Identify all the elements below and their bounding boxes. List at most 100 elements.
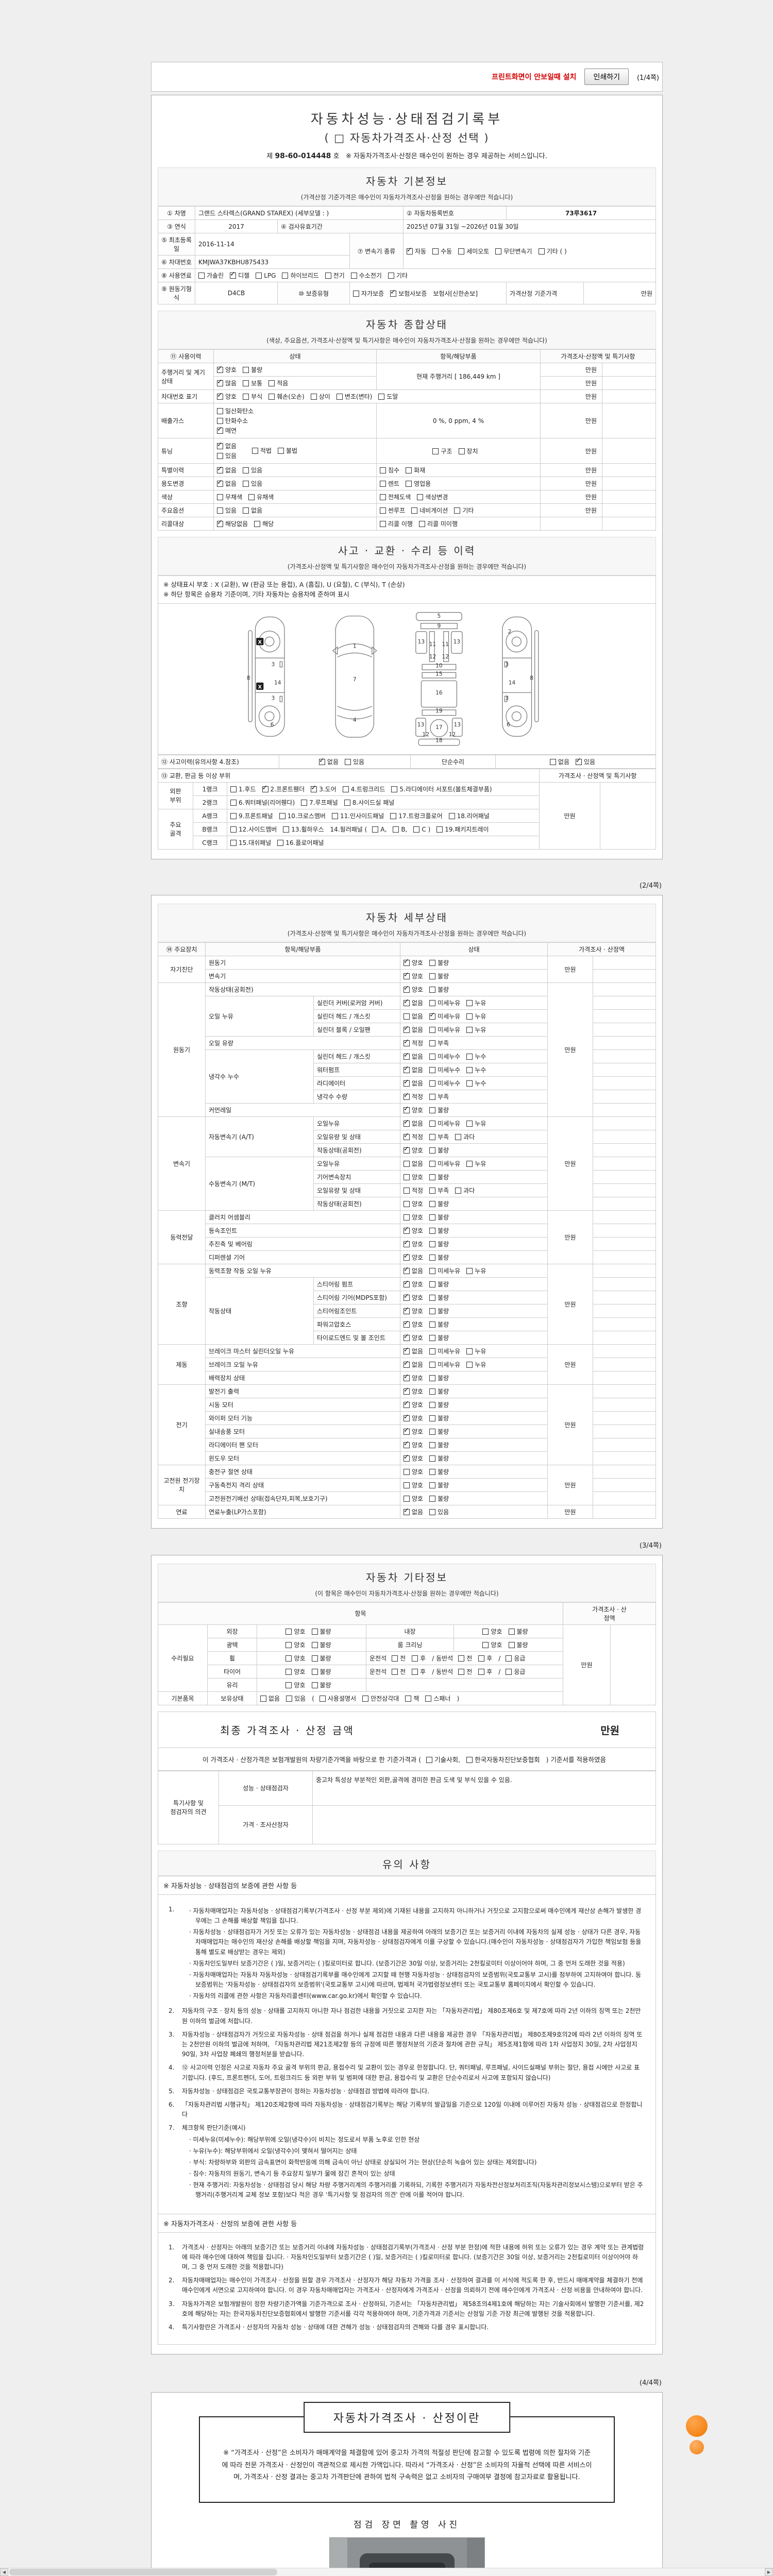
- checkbox-option[interactable]: 누수: [466, 1052, 486, 1061]
- checkbox-option[interactable]: 적법: [251, 446, 272, 455]
- checkbox-option[interactable]: 훼손(오손): [268, 392, 305, 401]
- checkbox-unchecked-icon[interactable]: [393, 826, 399, 833]
- checkbox-unchecked-icon[interactable]: [429, 1375, 436, 1381]
- checkbox-option[interactable]: 적음: [268, 379, 288, 387]
- checkbox-option[interactable]: 양호: [404, 1400, 423, 1409]
- checkbox-option[interactable]: 3.도어: [311, 784, 337, 793]
- checkbox-option[interactable]: 렌트: [380, 479, 399, 488]
- checkbox-option[interactable]: 양호: [404, 1252, 423, 1262]
- checkbox-option[interactable]: 미세누수: [429, 1065, 460, 1074]
- checkbox-option[interactable]: 10.크로스멤버: [279, 811, 326, 820]
- checkbox-option[interactable]: 양호: [404, 1293, 423, 1302]
- checkbox-unchecked-icon[interactable]: [353, 290, 359, 297]
- checkbox-option[interactable]: 안전삼각대: [362, 1694, 399, 1703]
- checkbox-unchecked-icon[interactable]: [425, 1695, 432, 1702]
- checkbox-option[interactable]: 양호: [285, 1654, 306, 1663]
- checkbox-option[interactable]: 가솔린: [198, 271, 224, 280]
- checkbox-unchecked-icon[interactable]: [466, 1080, 473, 1087]
- checkbox-option[interactable]: 미세누수: [429, 1079, 460, 1088]
- checkbox-option[interactable]: 누유: [466, 1360, 486, 1369]
- checkbox-checked-icon[interactable]: [404, 1400, 410, 1408]
- checkbox-option[interactable]: 무단변속기: [495, 247, 532, 256]
- checkbox-unchecked-icon[interactable]: [455, 1133, 462, 1140]
- checkbox-unchecked-icon[interactable]: [429, 1495, 436, 1502]
- checkbox-unchecked-icon[interactable]: [342, 786, 349, 792]
- checkbox-unchecked-icon[interactable]: [254, 521, 261, 527]
- checkbox-option[interactable]: 불량: [429, 958, 449, 967]
- checkbox-option[interactable]: 한국자동차진단보증협회: [466, 1754, 540, 1764]
- checkbox-checked-icon[interactable]: [404, 1346, 410, 1354]
- checkbox-option[interactable]: 불량: [429, 1307, 449, 1315]
- floating-badge-icon[interactable]: [686, 2415, 708, 2437]
- checkbox-option[interactable]: 미세누유: [429, 1159, 460, 1168]
- checkbox-unchecked-icon[interactable]: [432, 448, 439, 454]
- checkbox-option[interactable]: 불량: [508, 1627, 528, 1636]
- checkbox-unchecked-icon[interactable]: [495, 248, 502, 255]
- checkbox-checked-icon[interactable]: [404, 1293, 410, 1301]
- checkbox-option[interactable]: 양호: [285, 1667, 306, 1676]
- checkbox-option[interactable]: 불량: [429, 1427, 449, 1436]
- checkbox-unchecked-icon[interactable]: [429, 986, 436, 993]
- checkbox-option[interactable]: 매연: [217, 426, 373, 435]
- checkbox-unchecked-icon[interactable]: [311, 1682, 318, 1688]
- checkbox-option[interactable]: 적정: [404, 1092, 423, 1101]
- checkbox-option[interactable]: 보험사보증: [390, 289, 427, 298]
- checkbox-unchecked-icon[interactable]: [411, 507, 418, 514]
- checkbox-unchecked-icon[interactable]: [426, 1756, 433, 1763]
- checkbox-option[interactable]: 불량: [429, 1106, 449, 1114]
- checkbox-option[interactable]: 7.루프패널: [301, 798, 338, 807]
- checkbox-option[interactable]: B,: [393, 826, 407, 833]
- checkbox-option[interactable]: 13.휠하우스: [283, 825, 324, 834]
- checkbox-unchecked-icon[interactable]: [458, 448, 465, 454]
- checkbox-unchecked-icon[interactable]: [331, 812, 338, 819]
- checkbox-unchecked-icon[interactable]: [285, 1668, 292, 1675]
- checkbox-unchecked-icon[interactable]: [466, 999, 473, 1006]
- checkbox-unchecked-icon[interactable]: [345, 758, 351, 765]
- checkbox-option[interactable]: 적정: [404, 1132, 423, 1141]
- checkbox-option[interactable]: 후: [478, 1667, 492, 1676]
- checkbox-option[interactable]: 기타: [454, 506, 474, 515]
- checkbox-unchecked-icon[interactable]: [482, 1628, 489, 1635]
- checkbox-option[interactable]: 양호: [404, 1199, 423, 1208]
- checkbox-unchecked-icon[interactable]: [311, 1668, 318, 1675]
- checkbox-unchecked-icon[interactable]: [429, 1040, 436, 1046]
- checkbox-unchecked-icon[interactable]: [429, 1348, 436, 1354]
- checkbox-option[interactable]: 후: [412, 1654, 426, 1663]
- checkbox-unchecked-icon[interactable]: [417, 494, 424, 500]
- checkbox-option[interactable]: 상이: [310, 392, 330, 401]
- checkbox-option[interactable]: 양호: [404, 1467, 423, 1476]
- checkbox-checked-icon[interactable]: [576, 757, 582, 765]
- checkbox-option[interactable]: 누수: [466, 1079, 486, 1088]
- checkbox-unchecked-icon[interactable]: [282, 273, 289, 279]
- checkbox-unchecked-icon[interactable]: [549, 758, 556, 765]
- checkbox-unchecked-icon[interactable]: [404, 1214, 410, 1221]
- checkbox-option[interactable]: 18.리어패널: [448, 811, 490, 820]
- checkbox-unchecked-icon[interactable]: [404, 1174, 410, 1180]
- checkbox-unchecked-icon[interactable]: [432, 248, 439, 255]
- checkbox-option[interactable]: 잭: [405, 1694, 419, 1703]
- checkbox-option[interactable]: 수소전기: [350, 271, 382, 280]
- checkbox-option[interactable]: 불량: [429, 1199, 449, 1208]
- checkbox-option[interactable]: 없음: [404, 1507, 423, 1516]
- checkbox-option[interactable]: 미세누유: [429, 1025, 460, 1034]
- checkbox-option[interactable]: 장치: [458, 447, 478, 455]
- checkbox-option[interactable]: 양호: [482, 1640, 502, 1649]
- checkbox-unchecked-icon[interactable]: [466, 1120, 473, 1127]
- checkbox-checked-icon[interactable]: [404, 1360, 410, 1368]
- checkbox-unchecked-icon[interactable]: [380, 467, 386, 473]
- checkbox-option[interactable]: 기타: [388, 271, 408, 280]
- checkbox-option[interactable]: 미세누유: [429, 1347, 460, 1355]
- checkbox-option[interactable]: 불량: [429, 1387, 449, 1396]
- checkbox-unchecked-icon[interactable]: [429, 1442, 436, 1448]
- checkbox-checked-icon[interactable]: [404, 1052, 410, 1060]
- checkbox-unchecked-icon[interactable]: [404, 1200, 410, 1207]
- checkbox-option[interactable]: 기타 ( ): [538, 247, 567, 256]
- checkbox-unchecked-icon[interactable]: [429, 1428, 436, 1435]
- checkbox-unchecked-icon[interactable]: [311, 1655, 318, 1662]
- checkbox-option[interactable]: 양호: [404, 971, 423, 980]
- checkbox-option[interactable]: 4.트렁크리드: [342, 785, 385, 793]
- checkbox-unchecked-icon[interactable]: [344, 799, 350, 806]
- checkbox-checked-icon[interactable]: [217, 365, 223, 373]
- checkbox-unchecked-icon[interactable]: [466, 1013, 473, 1020]
- checkbox-option[interactable]: 없음: [404, 1118, 423, 1128]
